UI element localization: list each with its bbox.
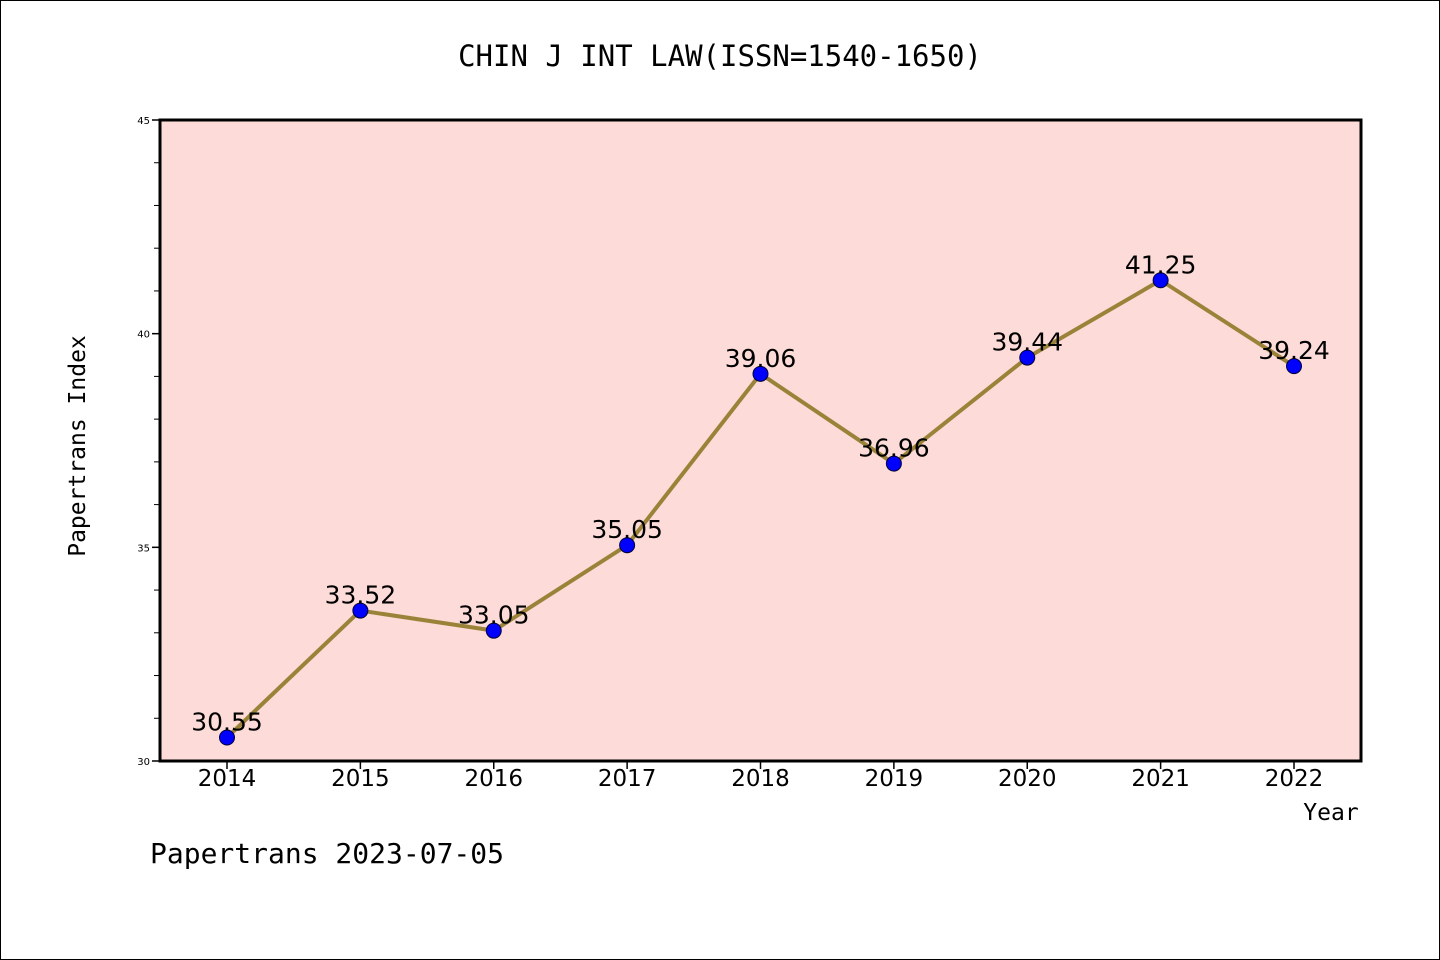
data-label: 39.06 xyxy=(725,344,797,373)
x-tick-label: 2017 xyxy=(598,766,657,792)
x-tick-label: 2018 xyxy=(731,766,790,792)
chart-title: CHIN J INT LAW(ISSN=1540-1650) xyxy=(458,39,982,73)
y-tick-label: 45 xyxy=(137,116,150,127)
y-axis-label: Papertrans Index xyxy=(65,335,91,557)
x-tick-label: 2021 xyxy=(1131,766,1190,792)
data-point xyxy=(485,622,502,639)
data-point xyxy=(219,729,235,746)
data-label: 39.24 xyxy=(1258,336,1330,365)
data-point xyxy=(752,365,769,382)
data-label: 30.55 xyxy=(191,707,263,736)
data-label: 33.52 xyxy=(325,581,397,610)
y-axis-ticks: 30 35 40 45 xyxy=(137,116,160,768)
x-tick-label: 2020 xyxy=(998,766,1057,792)
data-labels: 30.55 33.52 33.05 35.05 39.06 36.96 39.44 41.25… xyxy=(191,250,1330,736)
y-tick-label: 40 xyxy=(137,330,150,341)
x-tick-label: 2016 xyxy=(464,766,523,792)
plot-border xyxy=(158,118,1363,763)
data-label: 33.05 xyxy=(458,601,530,630)
x-tick-label: 2015 xyxy=(331,766,390,792)
x-tick-label: 2022 xyxy=(1265,766,1324,792)
x-axis-label: Year xyxy=(1303,800,1358,826)
data-label: 41.25 xyxy=(1125,250,1197,279)
x-tick-label: 2014 xyxy=(198,766,257,792)
data-label: 36.96 xyxy=(858,434,930,463)
data-point xyxy=(1286,358,1302,375)
data-point xyxy=(1019,349,1036,366)
x-tick-label: 2019 xyxy=(865,766,924,792)
data-point xyxy=(1152,272,1169,289)
x-axis-ticks: 2014 2015 2016 2017 2018 2019 2020 2021 2022 xyxy=(198,761,1324,792)
plot-area xyxy=(160,120,1361,761)
y-tick-label: 30 xyxy=(137,757,150,768)
data-label: 35.05 xyxy=(591,515,663,544)
data-label: 39.44 xyxy=(991,328,1063,357)
data-point xyxy=(352,602,369,619)
data-point xyxy=(885,455,902,472)
y-tick-label: 35 xyxy=(137,543,150,554)
series-markers xyxy=(219,272,1302,746)
footer-date: Papertrans 2023-07-05 xyxy=(150,837,504,870)
data-point xyxy=(619,537,636,554)
